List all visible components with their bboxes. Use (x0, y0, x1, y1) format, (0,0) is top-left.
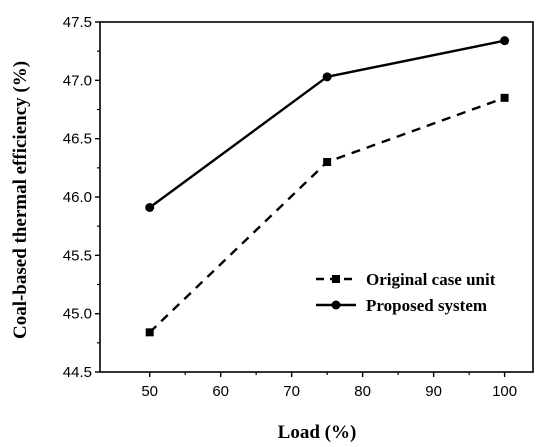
y-tick-label: 46.5 (63, 131, 92, 148)
data-point (145, 203, 155, 212)
y-axis-title: Coal-based thermal efficiency (%) (10, 61, 31, 339)
y-tick-label: 47.0 (63, 72, 92, 89)
axes: 50 60 70 80 90 100 44.5 45.0 45.5 46.0 46.5 47.0 47.… (63, 14, 534, 400)
data-point (500, 93, 509, 102)
series-line (148, 39, 505, 209)
legend-label: Original case unit (366, 270, 496, 289)
x-tick-label: 100 (492, 383, 517, 400)
x-tick-label: 50 (141, 383, 158, 400)
x-tick-label: 90 (425, 383, 442, 400)
data-point (322, 72, 332, 82)
data-point (323, 158, 332, 166)
y-tick-label: 45.0 (63, 306, 92, 323)
series-1 (145, 93, 509, 337)
x-tick-label: 70 (283, 383, 300, 400)
y-tick-label: 45.5 (63, 247, 92, 264)
legend-marker (331, 300, 341, 310)
x-axis-title: Load (%) (278, 422, 357, 443)
legend: Original case unit Proposed system (316, 270, 496, 315)
y-tick-label: 47.5 (63, 14, 92, 31)
data-point (145, 328, 154, 337)
data-point (500, 36, 510, 46)
x-tick-label: 80 (354, 383, 371, 400)
y-tick-label: 46.0 (63, 189, 92, 206)
legend-label: Proposed system (366, 296, 487, 315)
x-tick-label: 60 (212, 383, 229, 400)
legend-marker (332, 275, 340, 283)
series-layer (145, 36, 510, 337)
y-tick-label: 44.5 (63, 364, 92, 381)
series-2 (145, 36, 510, 212)
